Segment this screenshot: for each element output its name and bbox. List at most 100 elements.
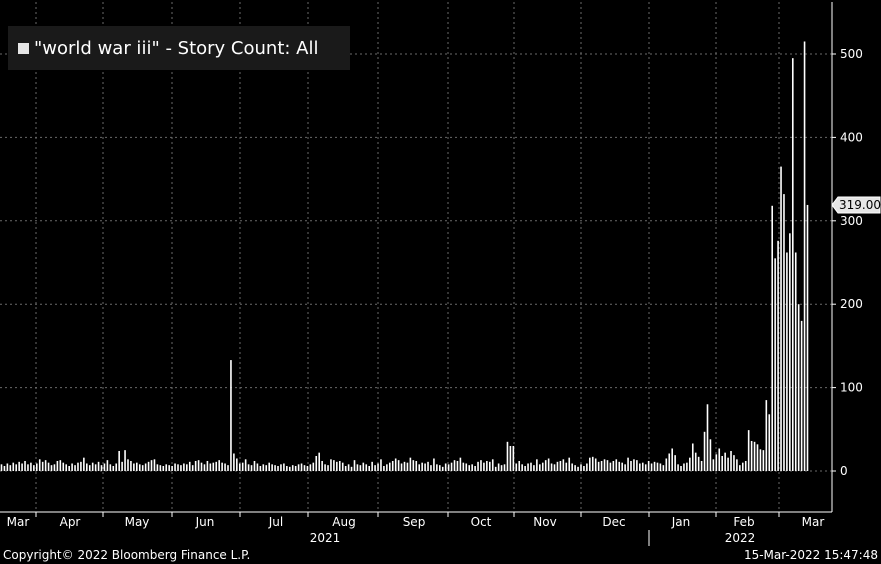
bar (441, 466, 444, 471)
bar (115, 463, 118, 471)
bar (124, 450, 126, 471)
bar (371, 461, 373, 471)
bar (118, 450, 120, 471)
bar (780, 166, 782, 471)
bar (306, 466, 309, 471)
bar (291, 465, 294, 471)
bar (247, 464, 250, 471)
bar (477, 461, 479, 471)
x-tick-label: Nov (533, 515, 556, 529)
bar (256, 463, 259, 471)
bar (577, 466, 579, 471)
bar (474, 466, 476, 471)
bar (550, 463, 553, 471)
bar (244, 459, 247, 471)
bar (318, 452, 320, 471)
bar (38, 459, 41, 471)
bar (739, 465, 741, 471)
bar (486, 460, 488, 471)
bar (212, 462, 215, 471)
bar (718, 448, 721, 471)
bar (630, 460, 632, 471)
bar (777, 240, 779, 471)
bar (6, 463, 9, 471)
legend: "world war iii" - Story Count: All (8, 26, 350, 70)
bar (286, 466, 288, 471)
bar (386, 464, 388, 471)
bar (50, 465, 53, 471)
bar (803, 41, 806, 472)
bar (374, 465, 376, 471)
bar (297, 464, 300, 471)
bar (209, 463, 212, 471)
bar (233, 453, 235, 471)
bar (103, 463, 106, 471)
bar (786, 252, 788, 471)
bar (727, 457, 729, 471)
bar (180, 465, 182, 471)
bar (677, 464, 679, 471)
bar (21, 463, 23, 471)
bar (621, 462, 623, 471)
bar (330, 459, 332, 471)
bar (662, 465, 665, 471)
bar (3, 466, 6, 471)
bar (194, 460, 197, 471)
bar (597, 461, 600, 471)
bar (518, 460, 521, 471)
bar (689, 457, 691, 471)
bar (56, 460, 59, 471)
bar (427, 461, 429, 471)
bar (262, 464, 265, 471)
bar (530, 462, 532, 471)
bar (491, 459, 494, 471)
legend-title: "world war iii" - Story Count: All (34, 37, 319, 59)
bar (112, 466, 115, 471)
bar (356, 464, 359, 471)
bar (694, 452, 697, 471)
grid-lines (0, 2, 833, 512)
bar (171, 466, 173, 471)
bar (715, 454, 718, 471)
bar (568, 457, 571, 471)
x-tick-label: Mar (802, 515, 825, 529)
bar (397, 460, 400, 471)
bar (547, 458, 550, 471)
bar (806, 204, 809, 471)
bar (421, 462, 423, 471)
timestamp-text: 15-Mar-2022 15:47:48 (743, 548, 878, 562)
bar (412, 460, 415, 471)
x-tick-label: Mar (7, 515, 30, 529)
x-tick-label: Dec (602, 515, 625, 529)
bar (515, 463, 518, 471)
bar (162, 466, 165, 471)
bar (41, 461, 44, 471)
bar (800, 320, 803, 471)
bar (583, 466, 585, 471)
bar (100, 465, 103, 471)
bar (241, 462, 244, 471)
bar (333, 460, 335, 471)
bar (30, 462, 32, 471)
bar (150, 460, 153, 471)
bar (606, 460, 609, 471)
bar (500, 465, 503, 471)
bar (168, 465, 170, 471)
bar (130, 460, 132, 471)
bar (618, 461, 621, 471)
bar (462, 462, 465, 471)
y-tick-label: 200 (840, 297, 863, 311)
bar (250, 465, 253, 471)
bar (33, 465, 35, 471)
bar (147, 461, 150, 471)
bar (109, 464, 112, 471)
bar (471, 464, 473, 471)
bar (524, 466, 526, 471)
bar (224, 463, 226, 471)
bar (271, 464, 273, 471)
bar (388, 462, 391, 471)
last-value-label: 319.00 (839, 198, 881, 212)
bar (750, 440, 753, 471)
bar (456, 460, 459, 471)
